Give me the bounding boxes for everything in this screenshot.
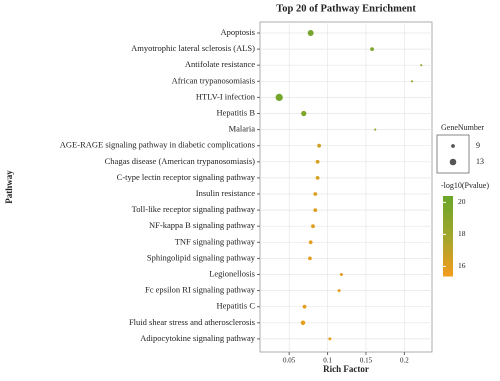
bubble: [410, 80, 414, 83]
bubble: [313, 208, 318, 213]
y-tick-label: Chagas disease (American trypanosomiasis…: [105, 156, 256, 166]
y-tick-label: Fc epsilon RI signaling pathway: [145, 285, 256, 295]
colorbar-segment: [443, 208, 453, 211]
colorbar-segment: [443, 260, 453, 263]
color-legend-title: -log10(Pvalue): [441, 181, 489, 190]
bubble: [315, 176, 320, 180]
colorbar-segment: [443, 274, 453, 277]
bubble: [300, 320, 306, 326]
y-tick-label: HTLV-I infection: [196, 91, 256, 101]
colorbar-segment: [443, 258, 453, 261]
y-tick-label: TNF signaling pathway: [175, 236, 256, 246]
colorbar-segment: [443, 250, 453, 253]
colorbar-segment: [443, 234, 453, 237]
size-legend-label: 13: [476, 157, 484, 166]
colorbar-segment: [443, 270, 453, 273]
colorbar-segment: [443, 210, 453, 213]
colorbar-segment: [443, 222, 453, 225]
y-tick-label: Hepatitis C: [217, 301, 256, 311]
y-tick-label: Toll-like receptor signaling pathway: [132, 204, 256, 214]
chart-title: Top 20 of Pathway Enrichment: [276, 3, 416, 14]
y-tick-label: Antifolate resistance: [185, 59, 255, 69]
colorbar-segment: [443, 256, 453, 259]
colorbar-segment: [443, 200, 453, 203]
colorbar-tick-label: 16: [458, 261, 466, 270]
size-legend-box: [436, 134, 470, 174]
colorbar-segment: [443, 216, 453, 219]
bubble: [275, 93, 283, 102]
y-tick-label: Legionellosis: [209, 268, 255, 278]
colorbar-segment: [443, 230, 453, 233]
y-axis-label: Pathway: [4, 170, 14, 204]
bubble: [311, 224, 315, 229]
y-tick-label: Hepatitis B: [217, 107, 256, 117]
bubble: [339, 272, 343, 277]
colorbar-segment: [443, 196, 453, 199]
bubble: [307, 30, 314, 36]
colorbar-segment: [443, 268, 453, 271]
size-legend-label: 9: [476, 141, 480, 150]
y-tick-label: C-type lectin receptor signaling pathway: [117, 172, 256, 182]
bubble: [420, 64, 423, 67]
y-tick-label: AGE-RAGE signaling pathway in diabetic c…: [60, 140, 255, 150]
bubble: [308, 240, 313, 245]
colorbar-segment: [443, 238, 453, 241]
colorbar-segment: [443, 262, 453, 265]
colorbar-segment: [443, 228, 453, 231]
x-tick-label: 0.1: [323, 357, 332, 365]
colorbar-segment: [443, 248, 453, 251]
plot-area: [259, 21, 433, 353]
colorbar-segment: [443, 246, 453, 249]
colorbar-segment: [443, 206, 453, 209]
y-tick-label: Fluid shear stress and atherosclerosis: [129, 317, 255, 327]
colorbar-segment: [443, 220, 453, 223]
size-legend-title: GeneNumber: [441, 123, 484, 132]
x-tick-label: 0.15: [360, 357, 373, 365]
colorbar-segment: [443, 202, 453, 205]
y-tick-label: Adipocytokine signaling pathway: [140, 333, 255, 343]
y-tick-label: Insulin resistance: [196, 188, 255, 198]
y-tick-label: Sphingolipid signaling pathway: [147, 252, 256, 262]
colorbar-segment: [443, 252, 453, 255]
colorbar-segment: [443, 254, 453, 257]
y-tick-label: NF-kappa B signaling pathway: [149, 220, 256, 230]
colorbar-segment: [443, 264, 453, 267]
colorbar-segment: [443, 226, 453, 229]
colorbar-tick-label: 18: [458, 229, 466, 238]
colorbar-segment: [443, 212, 453, 215]
colorbar-segment: [443, 224, 453, 227]
colorbar-segment: [443, 218, 453, 221]
bubble: [328, 337, 332, 341]
colorbar-segment: [443, 244, 453, 247]
bubble: [374, 128, 377, 131]
bubble: [370, 47, 375, 51]
x-tick-label: 0.05: [283, 357, 296, 365]
colorbar-segment: [443, 236, 453, 239]
colorbar-segment: [443, 198, 453, 201]
bubble: [308, 256, 312, 261]
bubble: [315, 159, 320, 164]
colorbar-segment: [443, 232, 453, 235]
size-legend-key: [449, 158, 457, 166]
y-tick-label: Malaria: [229, 124, 256, 134]
y-tick-label: Amyotrophic lateral sclerosis (ALS): [131, 43, 255, 53]
x-axis-label: Rich Factor: [323, 364, 369, 374]
bubble: [313, 192, 318, 196]
bubble: [302, 304, 307, 309]
colorbar-segment: [443, 214, 453, 217]
colorbar-segment: [443, 272, 453, 275]
colorbar-segment: [443, 242, 453, 245]
bubble: [301, 110, 307, 117]
bubble: [337, 289, 341, 293]
colorbar-tick-label: 20: [458, 197, 466, 206]
colorbar-segment: [443, 266, 453, 269]
colorbar-segment: [443, 240, 453, 243]
x-tick-label: 0.2: [400, 357, 409, 365]
colorbar-segment: [443, 204, 453, 207]
y-tick-label: Apoptosis: [221, 27, 255, 37]
size-legend-key: [451, 144, 455, 148]
bubble: [317, 143, 322, 148]
y-tick-label: African trypanosomiasis: [172, 75, 255, 85]
